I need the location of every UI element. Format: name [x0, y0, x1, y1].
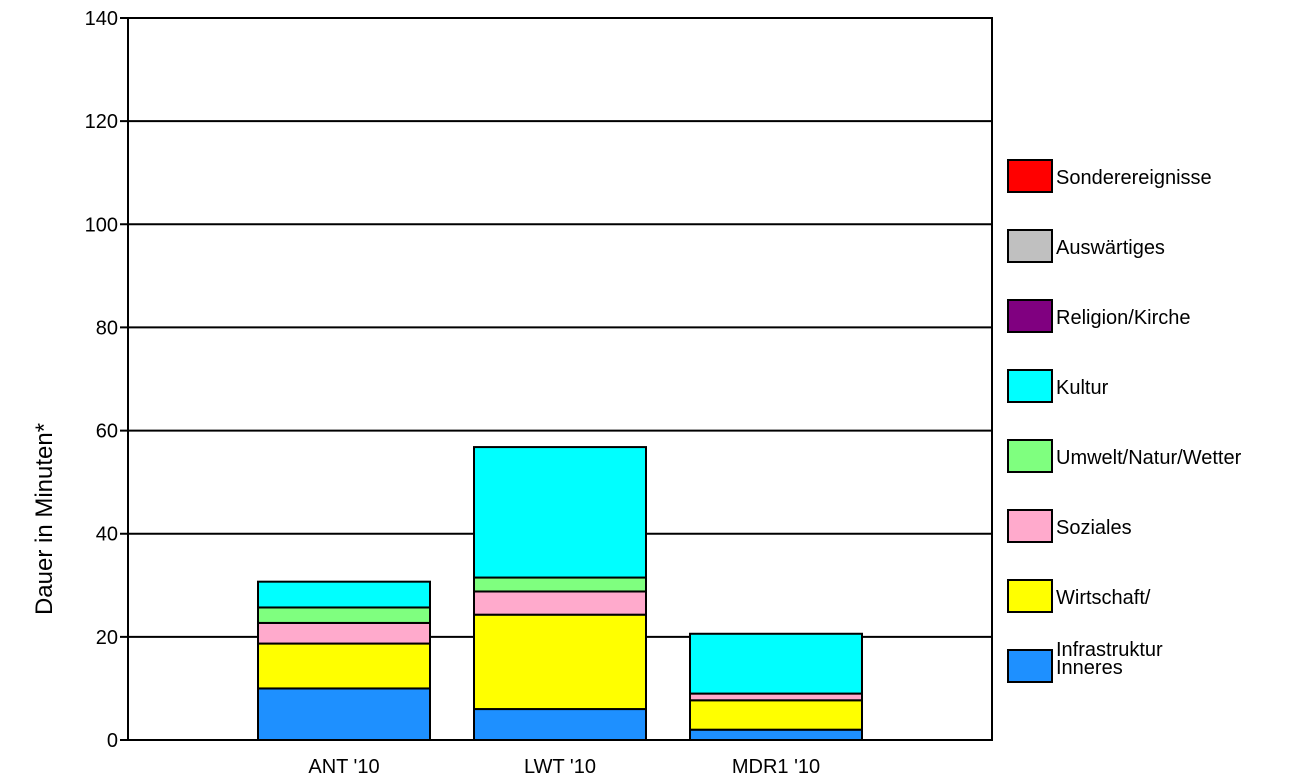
- legend-swatch: [1007, 299, 1053, 333]
- legend-label: Sonderereignisse: [1056, 167, 1212, 189]
- bar-segment: [473, 576, 647, 593]
- legend-label: Soziales: [1056, 517, 1132, 539]
- x-tick-label: LWT '10: [524, 756, 596, 778]
- bar-segment: [689, 699, 863, 731]
- legend-swatch: [1007, 649, 1053, 683]
- y-tick-label: 60: [96, 421, 118, 443]
- bar-segment: [473, 708, 647, 741]
- legend-label: Auswärtiges: [1056, 237, 1165, 259]
- y-tick-labels: 0 20 40 60 80 100 120 140: [85, 8, 118, 752]
- legend-swatch: [1007, 369, 1053, 403]
- y-tick-label: 140: [85, 8, 118, 30]
- bar-segment: [473, 446, 647, 579]
- bar-segment: [257, 580, 431, 609]
- bar-segment: [257, 606, 431, 624]
- legend-label: Umwelt/Natur/Wetter: [1056, 447, 1242, 469]
- legend-swatch: [1007, 439, 1053, 473]
- bar-segment: [257, 642, 431, 690]
- bars: [257, 446, 863, 742]
- legend-label: Wirtschaft/: [1056, 587, 1151, 609]
- legend-label: Inneres: [1056, 657, 1123, 679]
- bar-segment: [257, 687, 431, 742]
- bar-segment: [473, 590, 647, 616]
- legend-label: Religion/Kirche: [1056, 307, 1191, 329]
- legend-swatch: [1007, 229, 1053, 263]
- y-tick-label: 100: [85, 214, 118, 236]
- y-tick-label: 120: [85, 111, 118, 133]
- legend-swatch: [1007, 579, 1053, 613]
- y-tick-label: 40: [96, 524, 118, 546]
- legend-label: Kultur: [1056, 377, 1109, 399]
- y-axis-label: Dauer in Minuten*: [31, 423, 58, 615]
- x-tick-label: ANT '10: [308, 756, 379, 778]
- bar-segment: [689, 692, 863, 702]
- x-tick-label: MDR1 '10: [732, 756, 820, 778]
- y-tick-label: 20: [96, 627, 118, 649]
- plot-frame: [127, 17, 993, 741]
- legend-swatch: [1007, 159, 1053, 193]
- bar-segment: [473, 613, 647, 711]
- bar-segment: [257, 621, 431, 645]
- bar-segment: [689, 728, 863, 742]
- bar-segment: [689, 632, 863, 695]
- legend: Sonderereignisse Auswärtiges Religion/Kirc…: [1007, 159, 1242, 683]
- legend-label: Infrastruktur: [1056, 639, 1163, 661]
- y-tick-label: 80: [96, 317, 118, 339]
- y-tick-label: 0: [107, 730, 118, 752]
- x-tick-labels: ANT '10 LWT '10 MDR1 '10: [308, 756, 820, 778]
- legend-swatch: [1007, 509, 1053, 543]
